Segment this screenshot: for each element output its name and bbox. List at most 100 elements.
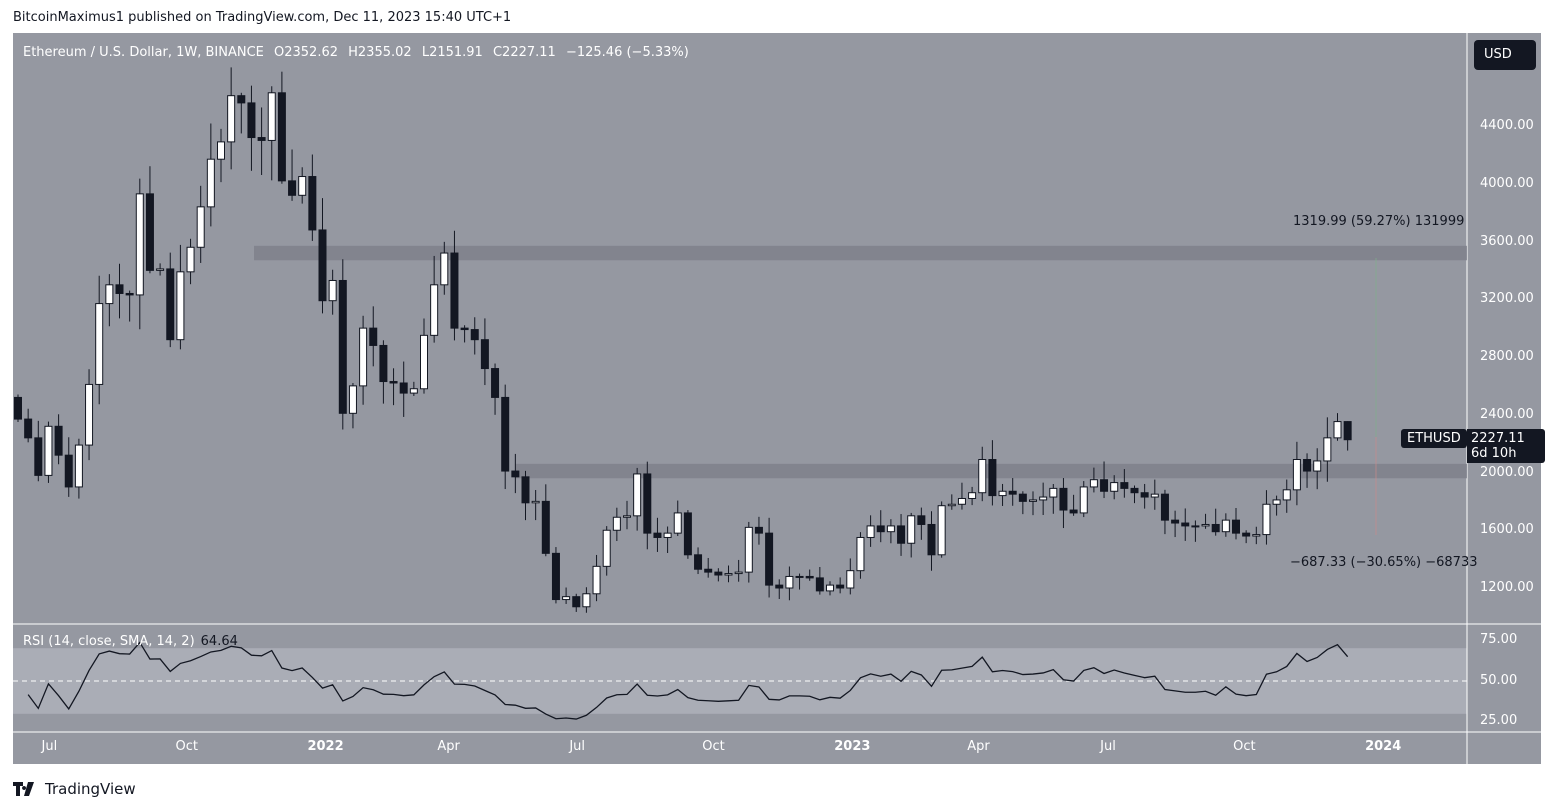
candle-down [1130,487,1139,494]
time-tick-label: 2022 [307,739,344,754]
rsi-tick-50: 50.00 [1480,673,1518,688]
candle-down [1140,492,1149,498]
candle-up [886,525,895,533]
price-tick-label: 2800.00 [1480,349,1534,364]
candle-up [440,252,449,286]
candle-down [551,552,560,601]
last-price: 2227.11 [1471,431,1525,446]
ohlc-low: L2151.91 [421,45,483,60]
time-tick-label: 2024 [1365,739,1402,754]
candle-down [714,571,723,576]
candle-up [176,271,185,341]
candle-up [267,92,276,141]
candle-down [14,396,22,420]
candle-down [1069,509,1078,514]
candle-up [1110,482,1119,492]
sr-zone [254,245,1467,261]
candle-up [826,584,834,592]
candle-up [1272,499,1281,505]
candle-down [836,584,845,589]
candle-down [491,368,500,398]
candle-up [724,573,733,576]
candle-up [1252,534,1261,537]
candle-up [1049,487,1058,498]
candle-up [1292,459,1301,491]
time-tick-label: 2023 [834,739,871,754]
symbol-title: Ethereum / U.S. Dollar, 1W, BINANCE [23,45,264,60]
candle-down [511,470,520,478]
candle-up [623,515,631,518]
candle-down [917,515,926,525]
candle-up [1039,496,1048,501]
bar-countdown: 6d 10h [1471,446,1517,461]
candle-down [277,92,286,182]
candle-up [217,141,225,160]
candle-down [288,180,297,196]
candle-up [85,383,94,446]
candle-down [24,418,33,439]
candle-up [359,327,368,387]
candle-up [866,525,875,538]
candle-down [460,327,469,331]
candle-down [1120,482,1129,489]
candle-up [531,500,540,504]
ohlc-change: −125.46 (−5.33%) [565,45,689,60]
candle-up [1029,499,1037,502]
rsi-label: RSI (14, close, SMA, 14, 2) [23,634,195,649]
candle-up [1313,460,1322,472]
candle-up [968,492,977,499]
candle-down [501,396,510,472]
candle-down [775,584,784,589]
candle-up [937,505,946,556]
price-tick-label: 2000.00 [1480,464,1534,480]
candle-down [1059,487,1068,511]
candle-up [846,570,855,589]
candle-up [582,593,591,608]
candle-up [105,284,114,305]
candle-up [1191,525,1200,528]
price-tick-label: 3600.00 [1480,233,1534,249]
publisher-line: BitcoinMaximus1 published on TradingView… [13,10,512,25]
time-tick-label: Oct [175,739,198,754]
candle-up [420,334,428,390]
rsi-line [27,641,1349,720]
time-tick-label: Jul [569,739,585,754]
candle-up [156,268,165,271]
measure-up-label: 1319.99 (59.27%) 131999 [1293,214,1465,229]
candle-up [673,512,682,534]
candle-up [612,516,621,531]
price-tick-label: 1200.00 [1480,580,1534,595]
currency-button[interactable]: USD [1474,40,1536,70]
candle-up [1282,489,1291,501]
tradingview-logo[interactable]: TradingView [13,780,136,798]
candle-down [470,329,479,341]
ohlc-close: C2227.11 [492,45,556,60]
candle-up [1201,523,1210,527]
candle-down [521,476,530,504]
candle-up [785,575,794,589]
candle-down [389,381,398,384]
candle-up [1150,493,1159,498]
candle-down [399,382,408,394]
candle-down [166,268,175,341]
candle-down [1242,532,1251,537]
candle-up [1323,437,1332,462]
candle-down [1018,493,1027,502]
time-tick-label: Oct [702,739,725,754]
rsi-band [13,648,1467,714]
candle-up [196,206,205,248]
candle-up [856,536,865,572]
rsi-tick-25: 25.00 [1480,713,1518,728]
time-tick-label: Jul [1100,739,1116,754]
candle-down [1171,519,1180,524]
candle-up [633,473,642,517]
candle-down [683,512,692,556]
candle-down [450,252,459,329]
candle-up [74,444,83,488]
candle-up [734,571,743,575]
rsi-value: 64.64 [200,634,238,649]
rsi-legend: RSI (14, close, SMA, 14, 2) 64.64 [23,634,238,649]
candle-up [409,388,418,394]
candle-up [602,529,611,567]
